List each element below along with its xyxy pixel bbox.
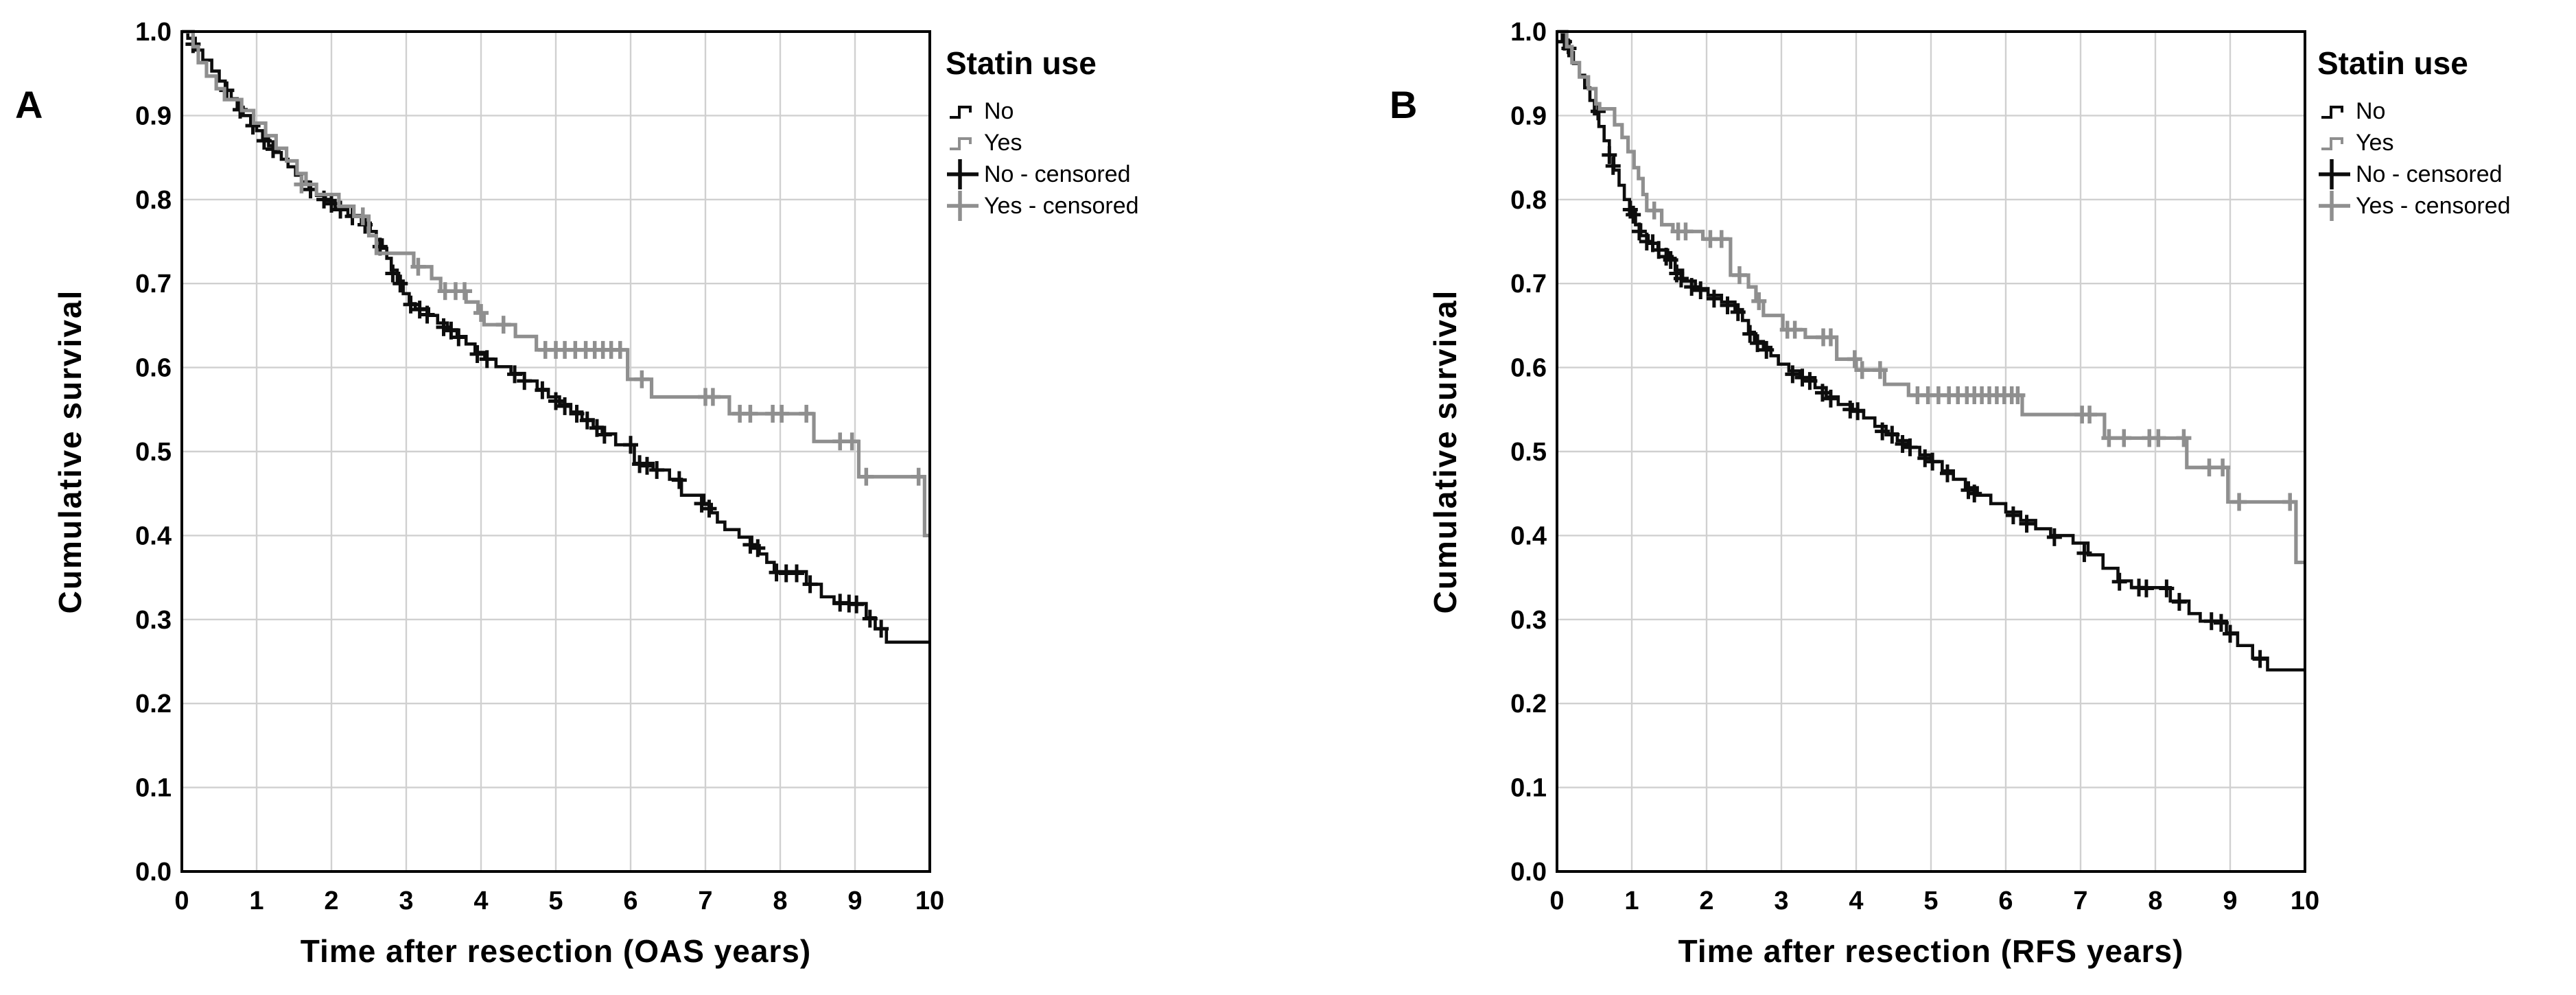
svg-text:0.8: 0.8 <box>135 186 172 215</box>
legend-item-label: Yes - censored <box>2356 193 2511 219</box>
legend-item-label: Yes <box>2356 130 2393 156</box>
legend-title: Statin use <box>946 45 1097 81</box>
legend-censored-icon-yes <box>947 191 979 221</box>
svg-text:10: 10 <box>2291 887 2319 915</box>
svg-text:7: 7 <box>2073 887 2087 915</box>
svg-text:8: 8 <box>2148 887 2162 915</box>
svg-text:1.0: 1.0 <box>135 18 172 47</box>
legend: Statin use No Yes No - censored Yes - censor… <box>946 45 1139 221</box>
legend-title: Statin use <box>2317 45 2468 81</box>
svg-text:2: 2 <box>324 887 338 915</box>
svg-text:9: 9 <box>2223 887 2237 915</box>
svg-text:0.2: 0.2 <box>1510 690 1547 718</box>
y-axis-title: Cumulative survival <box>1427 290 1463 614</box>
legend-censored-icon-no <box>947 159 979 189</box>
svg-text:1.0: 1.0 <box>1510 18 1547 47</box>
legend-item-label: Yes - censored <box>984 193 1139 219</box>
x-axis-ticks: 0 1 2 3 4 5 6 7 8 9 10 <box>1549 887 2319 915</box>
legend-step-icon-no <box>2321 106 2343 119</box>
svg-text:1: 1 <box>1624 887 1639 915</box>
legend: Statin use No Yes No - censored Yes - censor… <box>2317 45 2511 221</box>
panel-oas: 0.0 0.1 0.2 0.3 0.4 0.5 0.6 0.7 0.8 0.9 1.0 0 1 2 3 4 5 6… <box>0 0 1288 995</box>
svg-text:0.0: 0.0 <box>1510 858 1547 887</box>
svg-text:0.6: 0.6 <box>1510 354 1547 383</box>
svg-text:0.4: 0.4 <box>135 522 172 550</box>
svg-text:0.7: 0.7 <box>135 270 172 298</box>
svg-text:0.7: 0.7 <box>1510 270 1547 298</box>
svg-text:0.0: 0.0 <box>135 858 172 887</box>
svg-text:0.1: 0.1 <box>135 774 172 803</box>
censor-marks-yes <box>294 175 926 486</box>
svg-text:0.5: 0.5 <box>1510 438 1547 467</box>
legend-item-label: No - censored <box>2356 161 2503 187</box>
censor-marks-no <box>1556 32 2268 668</box>
svg-text:8: 8 <box>773 887 787 915</box>
x-axis-title: Time after resection (RFS years) <box>1678 933 2184 969</box>
svg-text:0: 0 <box>174 887 189 915</box>
svg-text:4: 4 <box>1849 887 1863 915</box>
legend-item-label: No <box>984 98 1014 124</box>
svg-text:0: 0 <box>1549 887 1564 915</box>
panel-rfs: 0.0 0.1 0.2 0.3 0.4 0.5 0.6 0.7 0.8 0.9 1.0 0 1 2 3 4 5 6… <box>1288 0 2576 995</box>
svg-text:3: 3 <box>1774 887 1788 915</box>
svg-text:7: 7 <box>698 887 712 915</box>
legend-item-label: No <box>2356 98 2385 124</box>
svg-text:0.9: 0.9 <box>1510 102 1547 130</box>
panel-oas-chart: 0.0 0.1 0.2 0.3 0.4 0.5 0.6 0.7 0.8 0.9 1.0 0 1 2 3 4 5 6… <box>0 0 1288 995</box>
legend-censored-icon-no <box>2319 159 2350 189</box>
plot-border <box>1556 30 2306 873</box>
svg-text:0.3: 0.3 <box>135 606 172 635</box>
svg-text:0.8: 0.8 <box>1510 186 1547 215</box>
svg-text:6: 6 <box>623 887 637 915</box>
svg-text:0.3: 0.3 <box>1510 606 1547 635</box>
svg-text:0.5: 0.5 <box>135 438 172 467</box>
legend-step-icon-yes <box>2321 137 2343 150</box>
svg-text:5: 5 <box>548 887 563 915</box>
y-axis-title: Cumulative survival <box>52 290 88 614</box>
legend-step-icon-no <box>950 106 972 119</box>
svg-text:0.6: 0.6 <box>135 354 172 383</box>
svg-text:2: 2 <box>1699 887 1713 915</box>
svg-text:0.9: 0.9 <box>135 102 172 130</box>
legend-step-icon-yes <box>950 137 972 150</box>
svg-text:0.1: 0.1 <box>1510 774 1547 803</box>
svg-text:5: 5 <box>1923 887 1938 915</box>
grid <box>1557 32 2306 871</box>
panel-background <box>0 0 1288 995</box>
y-axis-ticks: 0.0 0.1 0.2 0.3 0.4 0.5 0.6 0.7 0.8 0.9 1.0 <box>135 18 172 887</box>
svg-text:10: 10 <box>915 887 944 915</box>
svg-text:0.4: 0.4 <box>1510 522 1547 550</box>
svg-text:0.2: 0.2 <box>135 690 172 718</box>
panel-label: B <box>1390 83 1417 126</box>
svg-text:6: 6 <box>1998 887 2013 915</box>
svg-text:3: 3 <box>399 887 413 915</box>
censor-marks-yes <box>1646 201 2298 511</box>
legend-censored-icon-yes <box>2319 191 2350 221</box>
svg-text:9: 9 <box>847 887 862 915</box>
x-axis-ticks: 0 1 2 3 4 5 6 7 8 9 10 <box>174 887 944 915</box>
y-axis-ticks: 0.0 0.1 0.2 0.3 0.4 0.5 0.6 0.7 0.8 0.9 1.0 <box>1510 18 1547 887</box>
plot-border <box>180 30 931 873</box>
svg-text:1: 1 <box>249 887 264 915</box>
panel-rfs-chart: 0.0 0.1 0.2 0.3 0.4 0.5 0.6 0.7 0.8 0.9 1.0 0 1 2 3 4 5 6… <box>1288 0 2576 995</box>
panel-label: A <box>15 83 43 126</box>
legend-item-label: Yes <box>984 130 1022 156</box>
censor-marks-no <box>185 35 889 638</box>
legend-item-label: No - censored <box>984 161 1131 187</box>
panel-background <box>1288 0 2576 995</box>
svg-text:4: 4 <box>473 887 488 915</box>
x-axis-title: Time after resection (OAS years) <box>301 933 811 969</box>
